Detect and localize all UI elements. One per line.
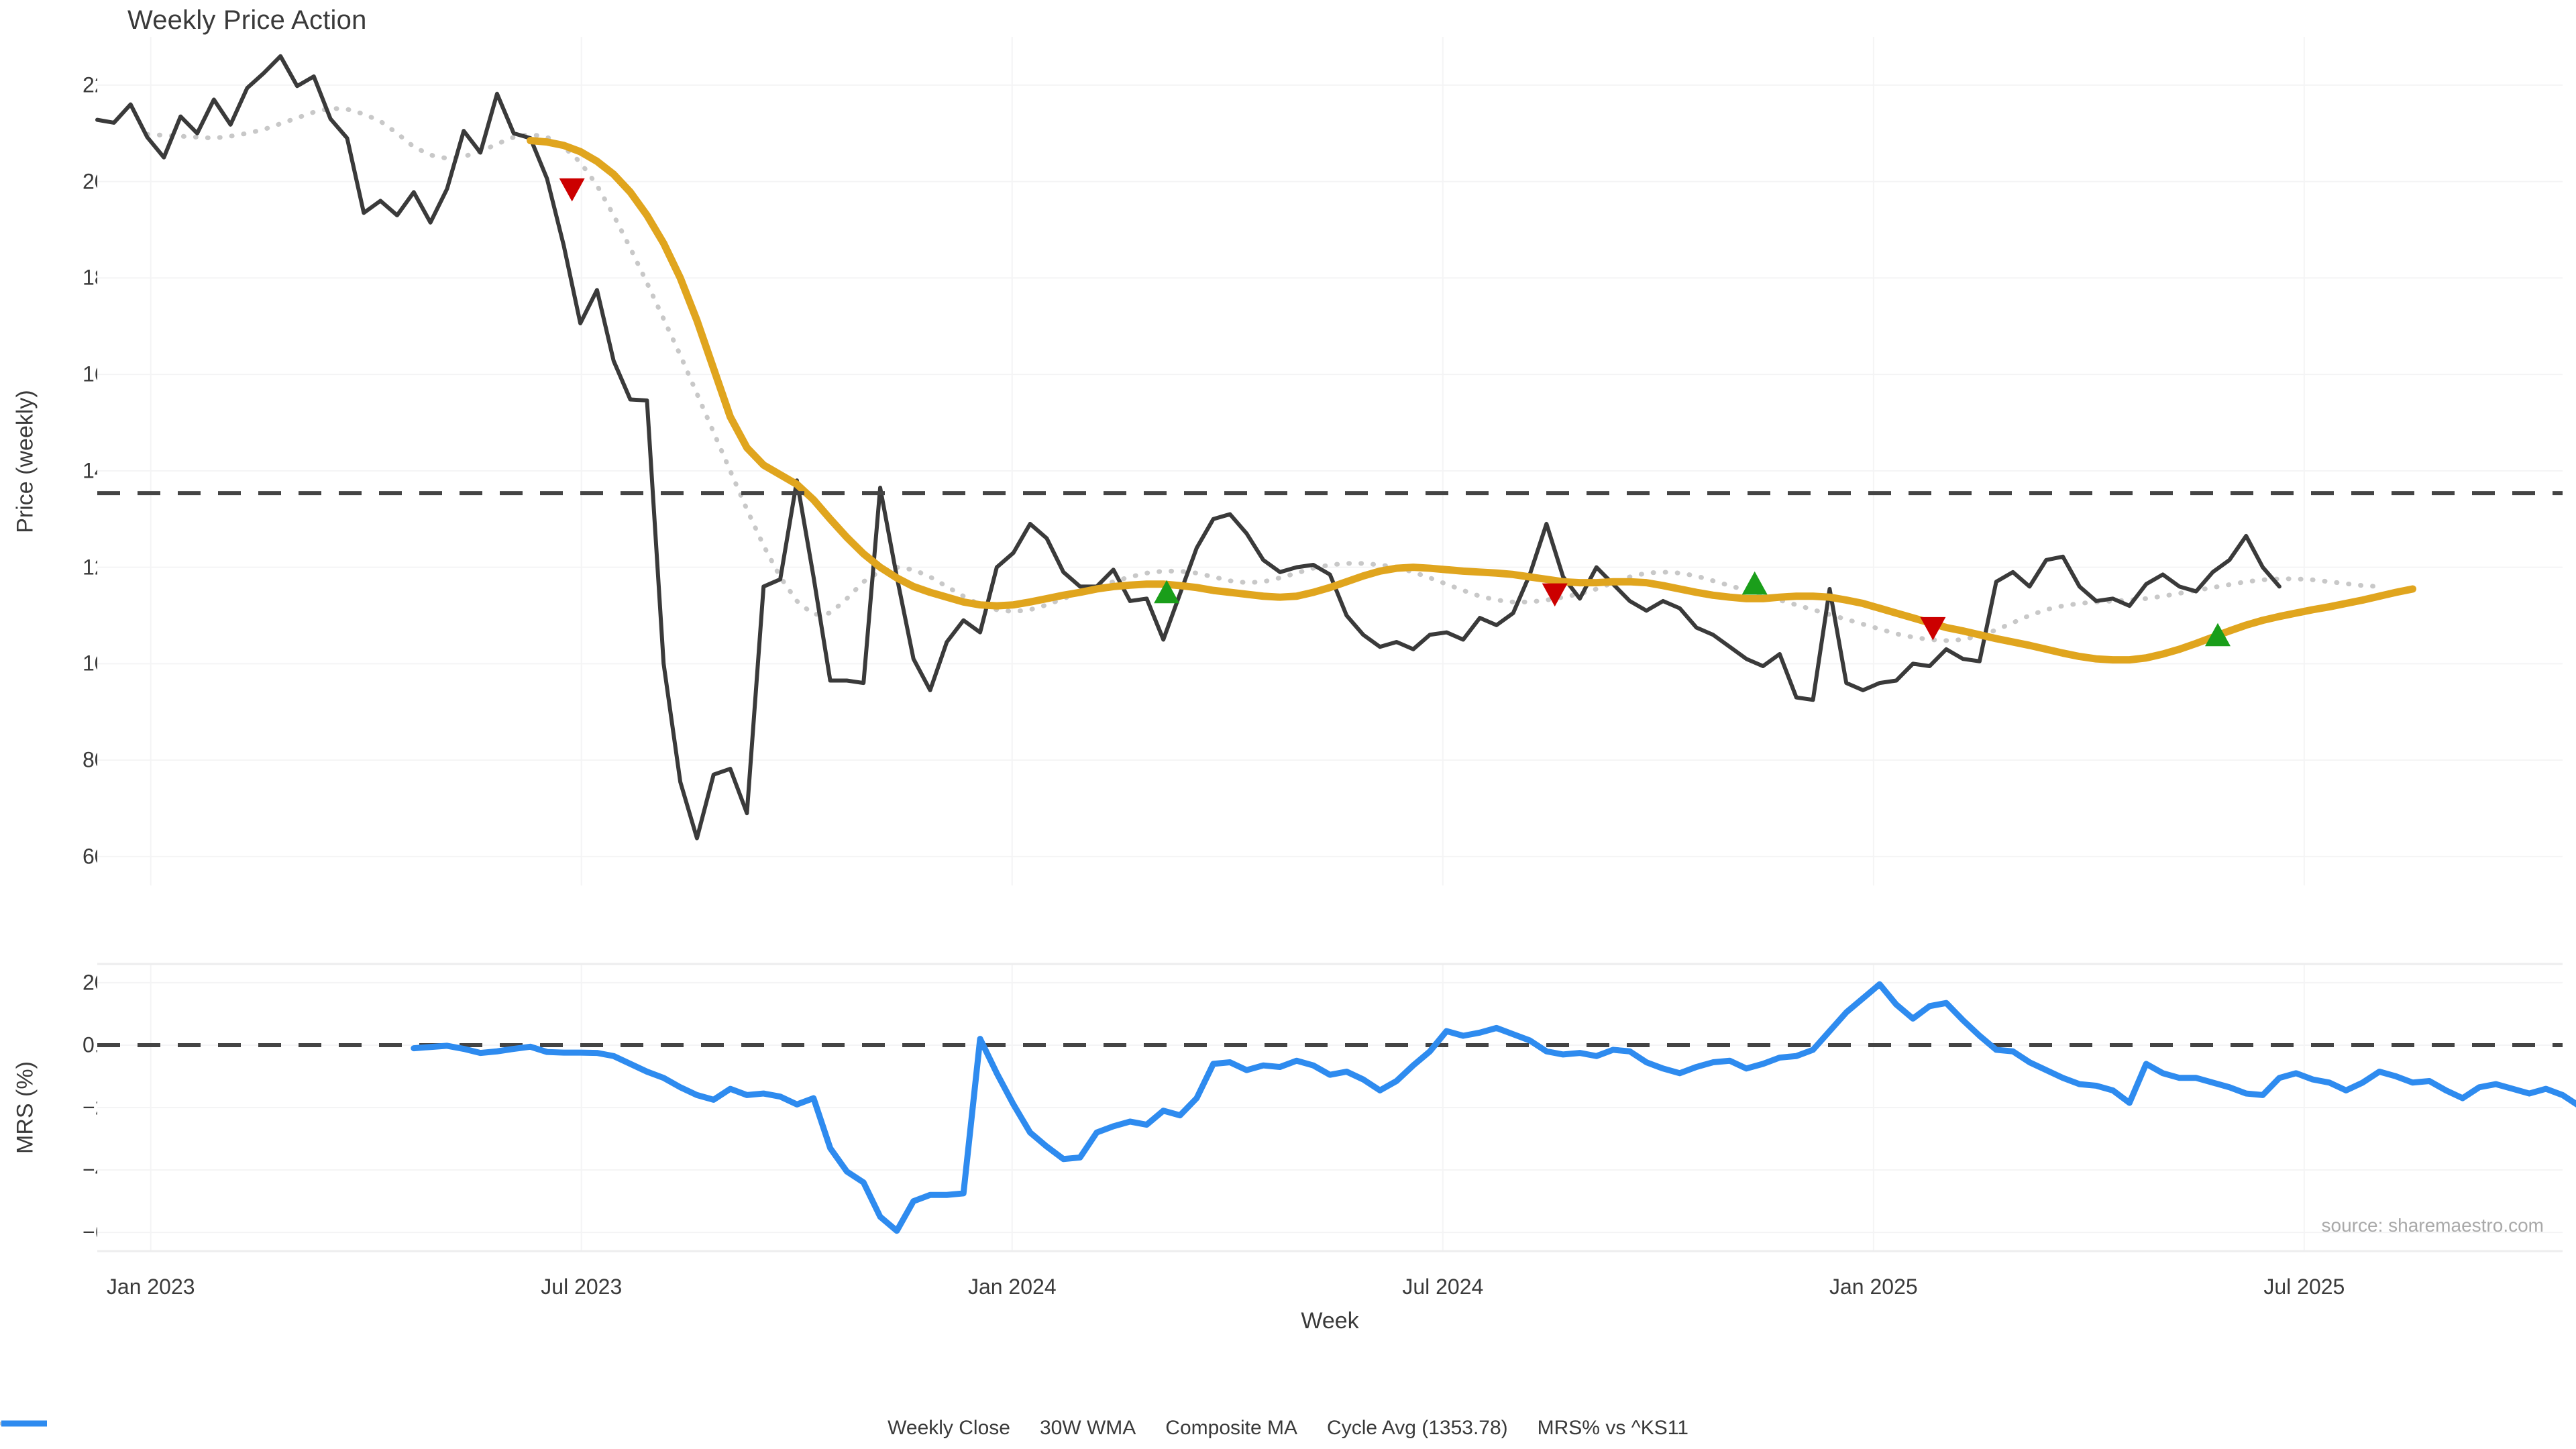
price-panel-background — [97, 37, 2563, 885]
x-tick: Jul 2025 — [2263, 1275, 2345, 1299]
series-weekly-close — [95, 54, 2282, 841]
sell-signal-marker[interactable] — [1542, 583, 1568, 607]
legend-label: 30W WMA — [1039, 1417, 1136, 1439]
x-tick: Jan 2023 — [106, 1275, 195, 1299]
legend-label: Cycle Avg (1353.78) — [1327, 1417, 1508, 1439]
legend-item[interactable]: Composite MA — [0, 1417, 1298, 1440]
legend-label: MRS% vs ^KS11 — [1537, 1417, 1688, 1439]
legend-label: Composite MA — [1165, 1417, 1298, 1439]
buy-signal-marker[interactable] — [1741, 571, 1768, 595]
x-axis-label: Week — [1301, 1308, 1359, 1334]
sell-signal-marker[interactable] — [559, 178, 585, 202]
buy-signal-marker[interactable] — [2204, 623, 2231, 647]
x-tick: Jan 2025 — [1829, 1275, 1918, 1299]
legend-swatch-solid — [1, 1420, 47, 1427]
legend-item[interactable]: Weekly Close — [1, 1417, 1010, 1440]
series-30w-wma — [527, 137, 2417, 664]
sell-signal-marker[interactable] — [1920, 616, 1946, 641]
legend-label: Weekly Close — [888, 1417, 1010, 1439]
legend-item[interactable]: 30W WMA — [1, 1417, 1136, 1440]
buy-signal-marker[interactable] — [1154, 580, 1180, 604]
chart-legend: Weekly Close 30W WMA Composite MA Cycle Avg… — [0, 1417, 2576, 1440]
page-title: Weekly Price Action — [127, 5, 367, 35]
legend-item[interactable]: MRS% vs ^KS11 — [1, 1417, 1688, 1440]
x-tick: Jul 2023 — [541, 1275, 623, 1299]
source-attribution: source: sharemaestro.com — [2321, 1215, 2544, 1236]
x-tick: Jul 2024 — [1402, 1275, 1484, 1299]
series-mrs — [411, 981, 2576, 1234]
legend-item[interactable]: Cycle Avg (1353.78) — [1, 1417, 1508, 1440]
x-tick: Jan 2024 — [967, 1275, 1057, 1299]
